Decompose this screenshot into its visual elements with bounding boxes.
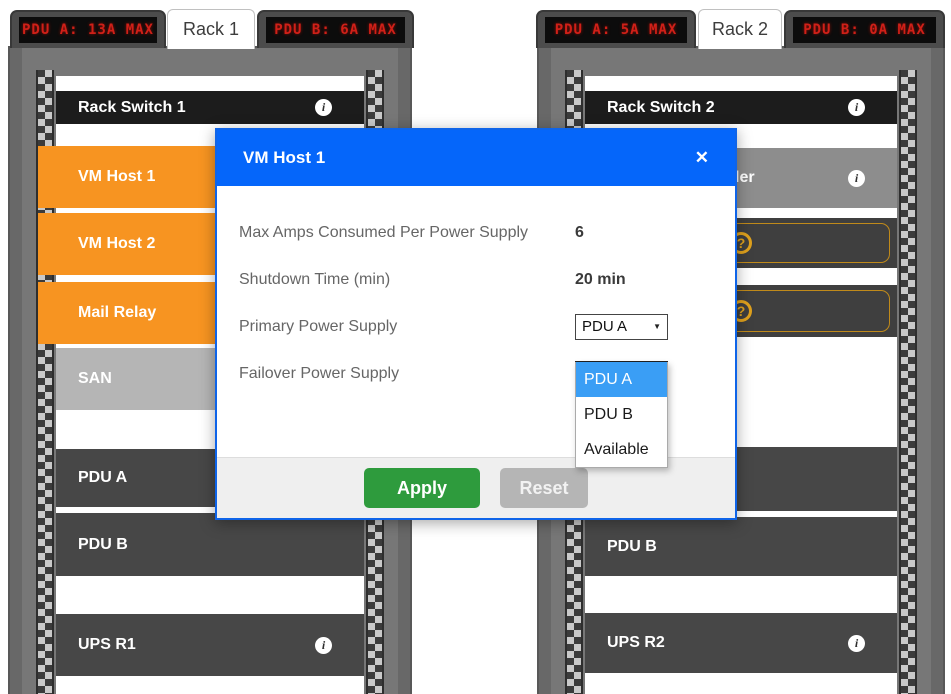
info-icon[interactable]: i <box>848 169 865 187</box>
rack-1-devices: Rack Switch 1 i VM Host 1 VM Host 2 Mail… <box>38 76 364 694</box>
device-label: UPS R2 <box>607 634 665 651</box>
slot-separator <box>56 507 364 513</box>
device-ups-r2[interactable]: UPS R2 i <box>585 613 897 673</box>
led-text: PDU A: 13A MAX <box>19 17 157 43</box>
info-icon[interactable]: i <box>315 636 332 654</box>
device-label: PDU A <box>78 469 128 486</box>
rack-rail-right <box>899 70 917 694</box>
failover-power-label: Failover Power Supply <box>239 364 400 382</box>
dialog-title: VM Host 1 <box>243 148 326 167</box>
device-pdu-b[interactable]: PDU B <box>56 513 364 576</box>
primary-power-label: Primary Power Supply <box>239 317 398 335</box>
device-rack-switch-1[interactable]: Rack Switch 1 i <box>56 91 364 124</box>
failover-power-supply-dropdown: PDU A PDU B Available <box>575 362 668 468</box>
device-label: PDU B <box>78 535 128 553</box>
device-ups-r1[interactable]: UPS R1 i <box>56 614 364 676</box>
rack2-pdu-a-led-display: PDU A: 5A MAX <box>536 10 696 48</box>
close-icon[interactable]: ✕ <box>694 148 709 167</box>
reset-button[interactable]: Reset <box>500 468 588 508</box>
device-label: Rack Switch 1 <box>78 98 186 116</box>
slot-separator <box>56 275 364 282</box>
led-text: PDU B: 0A MAX <box>793 17 936 43</box>
shutdown-time-row: Shutdown Time (min) 20 min <box>217 256 735 303</box>
slot-separator <box>56 208 364 213</box>
device-rack-switch-2[interactable]: Rack Switch 2 i <box>585 91 897 124</box>
device-label: UPS R1 <box>78 636 136 653</box>
info-icon[interactable]: i <box>848 634 865 652</box>
tab-rack-1[interactable]: Rack 1 <box>167 9 255 49</box>
empty-slot <box>585 76 897 91</box>
rack1-pdu-a-led-display: PDU A: 13A MAX <box>10 10 166 48</box>
device-label: VM Host 2 <box>78 235 156 252</box>
empty-slot <box>585 576 897 613</box>
device-label: VM Host 1 <box>78 168 156 185</box>
empty-slot <box>56 676 364 694</box>
dropdown-option-available[interactable]: Available <box>576 432 667 467</box>
tab-rack-2[interactable]: Rack 2 <box>698 9 782 49</box>
primary-power-row: Primary Power Supply PDU A ▼ <box>217 303 735 350</box>
slot-separator <box>585 511 897 517</box>
primary-power-supply-select[interactable]: PDU A ▼ <box>575 313 668 340</box>
led-text: PDU A: 5A MAX <box>545 17 687 43</box>
device-label: ler <box>735 169 755 186</box>
rack-2-frame: Rack Switch 2 i ler i ? ? <box>537 46 945 694</box>
led-text: PDU B: 6A MAX <box>266 17 405 43</box>
info-icon[interactable]: i <box>315 99 332 116</box>
max-amps-row: Max Amps Consumed Per Power Supply 6 <box>217 209 735 256</box>
rack2-pdu-b-led-display: PDU B: 0A MAX <box>784 10 945 48</box>
empty-slot <box>56 76 364 91</box>
empty-slot <box>56 576 364 614</box>
device-label: Rack Switch 2 <box>607 98 715 116</box>
shutdown-time-value: 20 min <box>575 270 626 288</box>
slot-separator <box>585 208 897 218</box>
rack1-pdu-b-led-display: PDU B: 6A MAX <box>257 10 414 48</box>
shutdown-time-label: Shutdown Time (min) <box>239 270 391 288</box>
max-amps-label: Max Amps Consumed Per Power Supply <box>239 223 529 241</box>
empty-slot <box>585 673 897 694</box>
selected-value: PDU A <box>582 318 628 335</box>
device-label: SAN <box>78 370 112 387</box>
vm-host-1-dialog: VM Host 1 ✕ Max Amps Consumed Per Power … <box>215 128 737 520</box>
dialog-header: VM Host 1 ✕ <box>217 130 735 186</box>
info-icon[interactable]: i <box>848 99 865 116</box>
dropdown-option-pdu-a[interactable]: PDU A <box>576 362 667 397</box>
device-label: PDU B <box>607 537 657 555</box>
chevron-down-icon: ▼ <box>653 322 661 331</box>
device-label: Mail Relay <box>78 304 157 321</box>
max-amps-value: 6 <box>575 223 584 241</box>
dropdown-option-pdu-b[interactable]: PDU B <box>576 397 667 432</box>
apply-button[interactable]: Apply <box>364 468 480 508</box>
slot-separator <box>56 344 364 348</box>
device-pdu-b[interactable]: PDU B <box>585 517 897 576</box>
